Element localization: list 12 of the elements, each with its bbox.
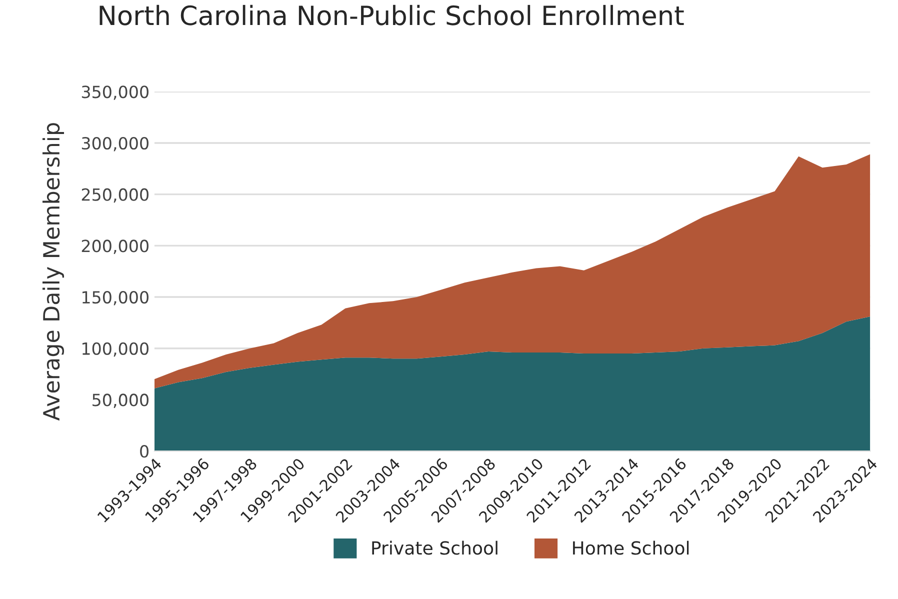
y-tick-label: 100,000 — [82, 342, 148, 357]
y-tick-label: 300,000 — [82, 136, 148, 152]
legend-label: Private School — [372, 540, 498, 555]
y-tick-label: 350,000 — [82, 86, 148, 100]
y-tick-label: 0 — [140, 445, 148, 458]
y-tick-label: 150,000 — [82, 290, 148, 306]
legend-label: Home School — [573, 540, 689, 555]
y-tick-label: 250,000 — [82, 188, 148, 203]
y-tick-label: 200,000 — [82, 240, 148, 254]
y-tick-label: 50,000 — [92, 394, 148, 408]
chart-title: North Carolina Non-Public School Enrollment — [100, 4, 684, 26]
y-axis-title: Average Daily Membership — [42, 123, 64, 421]
